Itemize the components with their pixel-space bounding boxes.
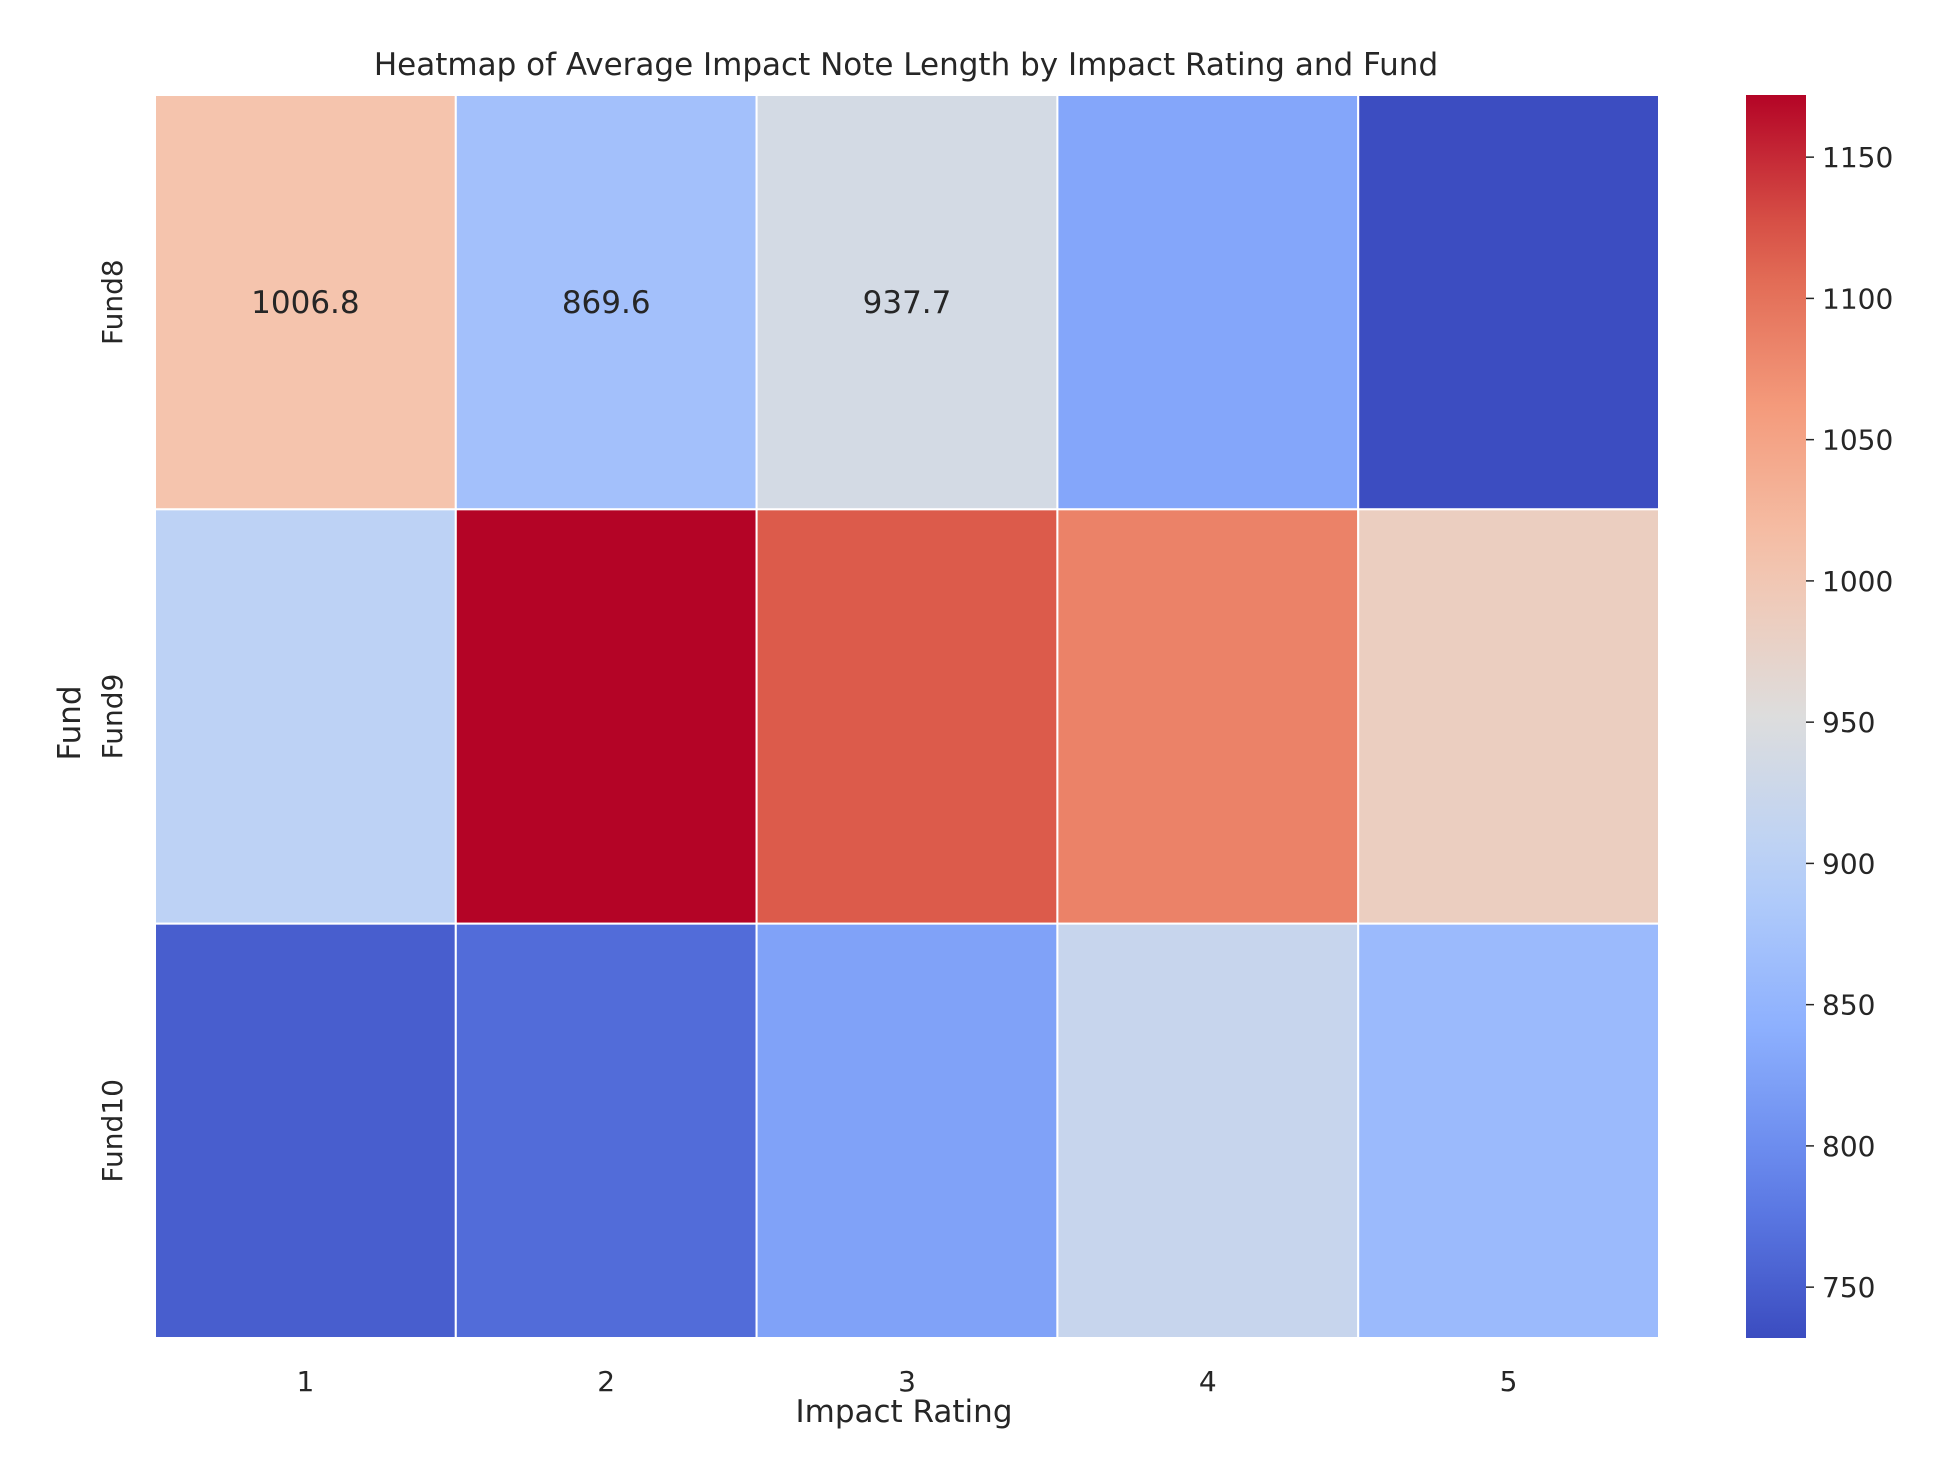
heatmap-cell bbox=[1357, 508, 1660, 925]
colorbar-tick-label: 900 bbox=[1822, 847, 1875, 880]
heatmap-cell bbox=[154, 922, 457, 1340]
heatmap-cell bbox=[1056, 94, 1360, 511]
heatmap-cell bbox=[755, 922, 1059, 1340]
heatmap-cell bbox=[454, 94, 758, 511]
colorbar-tick-label: 1100 bbox=[1822, 282, 1893, 315]
chart-title: Heatmap of Average Impact Note Length by… bbox=[374, 47, 1438, 83]
heatmap-cell bbox=[154, 94, 457, 511]
heatmap-cell bbox=[1357, 94, 1660, 511]
heatmap-cell bbox=[454, 508, 758, 925]
colorbar-tick-label: 850 bbox=[1822, 989, 1875, 1022]
x-tick-label: 1 bbox=[296, 1365, 314, 1398]
x-axis-label: Impact Rating bbox=[795, 1394, 1012, 1430]
heatmap-cells bbox=[154, 94, 1660, 1340]
y-tick-label: Fund9 bbox=[96, 674, 129, 760]
cell-annotations: 1006.8 869.6 937.7 bbox=[251, 285, 951, 321]
cell-value-label: 869.6 bbox=[562, 285, 651, 321]
colorbar-tick-label: 750 bbox=[1822, 1271, 1875, 1304]
colorbar-tick-label: 1050 bbox=[1822, 424, 1893, 457]
heatmap-cell bbox=[1056, 508, 1360, 925]
heatmap-cell bbox=[454, 922, 758, 1340]
colorbar-tick-label: 1150 bbox=[1822, 141, 1893, 174]
colorbar bbox=[1746, 95, 1806, 1338]
x-tick-label: 3 bbox=[898, 1365, 916, 1398]
y-axis-label: Fund bbox=[52, 685, 88, 760]
colorbar-ticks: 750 800 850 900 950 1000 1050 1100 1150 bbox=[1806, 141, 1893, 1304]
heatmap-cell bbox=[1357, 922, 1660, 1340]
heatmap-cell bbox=[154, 508, 457, 925]
colorbar-tick-label: 1000 bbox=[1822, 565, 1893, 598]
x-tick-label: 4 bbox=[1199, 1365, 1217, 1398]
cell-value-label: 937.7 bbox=[863, 285, 952, 321]
x-axis-ticks: 1 2 3 4 5 bbox=[296, 1365, 1517, 1398]
x-tick-label: 2 bbox=[597, 1365, 615, 1398]
y-tick-label: Fund10 bbox=[96, 1079, 129, 1182]
colorbar-tick-label: 800 bbox=[1822, 1130, 1875, 1163]
colorbar-tick-label: 950 bbox=[1822, 706, 1875, 739]
heatmap-cell bbox=[755, 94, 1059, 511]
heatmap-cell bbox=[1056, 922, 1360, 1340]
y-axis-ticks: Fund8 Fund9 Fund10 bbox=[96, 259, 129, 1182]
x-tick-label: 5 bbox=[1500, 1365, 1518, 1398]
y-tick-label: Fund8 bbox=[96, 259, 129, 345]
heatmap-cell bbox=[755, 508, 1059, 925]
cell-value-label: 1006.8 bbox=[251, 285, 359, 321]
